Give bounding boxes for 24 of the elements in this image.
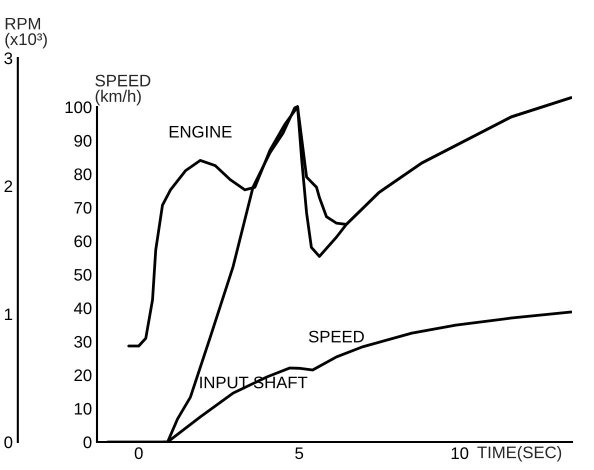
y2-axis-title: RPM (x10³)	[5, 18, 47, 48]
x-tick-label: 10	[452, 447, 468, 460]
y-tick-label: 50	[74, 268, 92, 281]
y-tick-label: 60	[74, 235, 92, 248]
y-tick-label: 20	[74, 369, 92, 382]
y2-tick-label: 3	[4, 52, 12, 64]
series-label: SPEED	[308, 330, 364, 343]
y-axis-title: SPEED (km/h)	[95, 74, 150, 106]
y2-tick-label: 1	[4, 308, 12, 320]
y-tick-label: 70	[74, 202, 92, 214]
series-label: INPUT SHAFT	[200, 376, 308, 388]
x-tick-label: 0	[134, 447, 143, 460]
series-label: ENGINE	[170, 126, 232, 138]
y-tick-label: 40	[74, 302, 92, 314]
y-tick-label: 80	[74, 168, 92, 180]
y-tick-label: 90	[74, 134, 92, 147]
y2-tick-label: 0	[4, 436, 12, 448]
y-tick-label: 10	[74, 402, 92, 415]
y-tick-label: 100	[66, 101, 92, 114]
x-tick-label: 5	[295, 447, 304, 460]
y-tick-label: 0	[84, 436, 92, 448]
y2-tick-label: 2	[4, 180, 12, 192]
y-tick-label: 30	[74, 336, 92, 348]
x-axis-title: TIME(SEC)	[477, 446, 562, 462]
